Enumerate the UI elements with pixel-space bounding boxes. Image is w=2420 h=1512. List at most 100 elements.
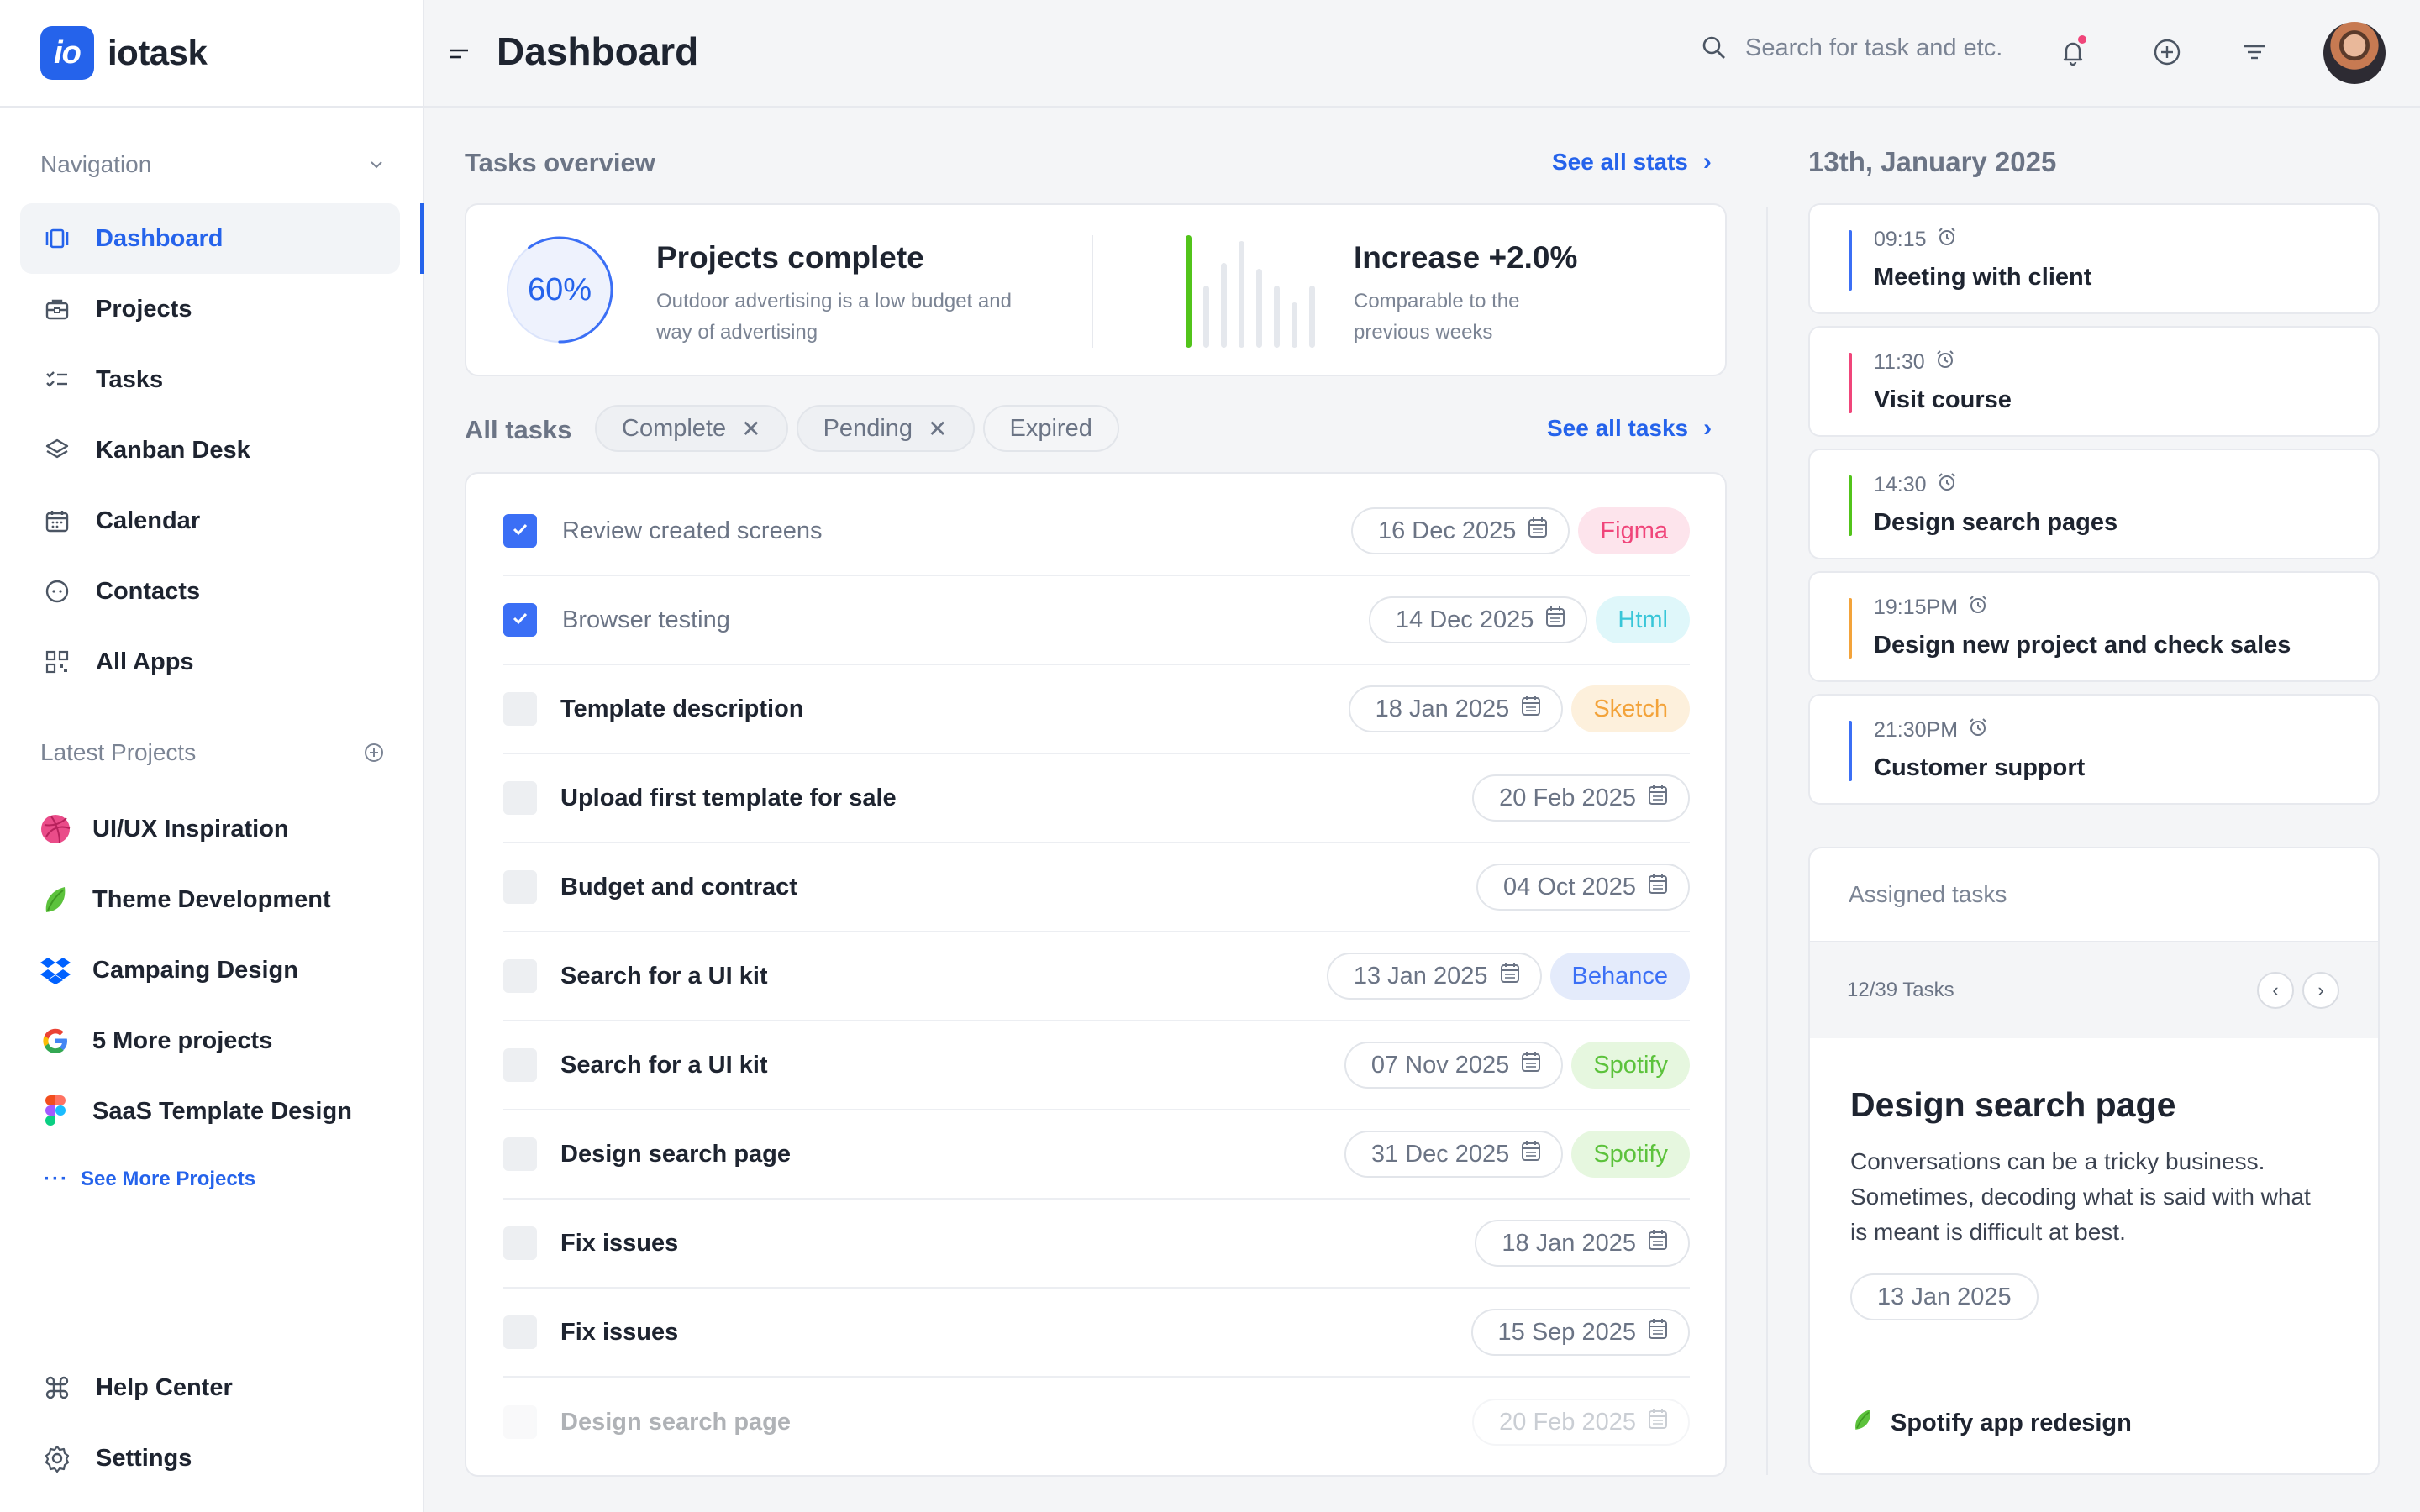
sidebar-item-settings[interactable]: Settings	[20, 1423, 400, 1494]
briefcase-icon	[40, 292, 74, 326]
schedule-event[interactable]: 11:30 Visit course	[1808, 326, 2380, 437]
navigation-header[interactable]: Navigation	[40, 151, 385, 178]
task-tag[interactable]: Spotify	[1571, 1131, 1690, 1178]
next-page-button[interactable]: ›	[2302, 972, 2339, 1009]
event-color-bar	[1849, 721, 1852, 781]
task-tag[interactable]: Spotify	[1571, 1042, 1690, 1089]
task-date[interactable]: 16 Dec 2025	[1350, 507, 1570, 554]
prev-page-button[interactable]: ‹	[2257, 972, 2294, 1009]
task-checkbox[interactable]	[503, 692, 537, 726]
task-row[interactable]: Search for a UI kit 07 Nov 2025 Spotify	[503, 1021, 1690, 1110]
task-checkbox[interactable]	[503, 1137, 537, 1171]
task-date[interactable]: 18 Jan 2025	[1348, 685, 1564, 732]
task-tag[interactable]: Html	[1596, 596, 1690, 643]
task-row[interactable]: Search for a UI kit 13 Jan 2025 Behance	[503, 932, 1690, 1021]
google-icon	[39, 1024, 72, 1058]
notifications-button[interactable]	[2054, 34, 2091, 71]
project-item-theme[interactable]: Theme Development	[20, 864, 400, 935]
task-row[interactable]: Budget and contract 04 Oct 2025	[503, 843, 1690, 932]
task-checkbox[interactable]	[503, 870, 537, 904]
leaf-icon	[1850, 1406, 1876, 1440]
task-row[interactable]: Fix issues 18 Jan 2025	[503, 1200, 1690, 1289]
alarm-icon	[1937, 227, 1957, 253]
sidebar-item-help-center[interactable]: Help Center	[20, 1352, 400, 1423]
task-date[interactable]: 15 Sep 2025	[1470, 1309, 1690, 1356]
task-tag[interactable]: Behance	[1549, 953, 1690, 1000]
sidebar-item-kanban[interactable]: Kanban Desk	[20, 415, 400, 486]
task-date[interactable]: 14 Dec 2025	[1368, 596, 1588, 643]
task-checkbox[interactable]	[503, 514, 537, 548]
sidebar-item-label: Dashboard	[96, 224, 224, 252]
event-color-bar	[1849, 475, 1852, 536]
sidebar-item-tasks[interactable]: Tasks	[20, 344, 400, 415]
task-date[interactable]: 31 Dec 2025	[1344, 1131, 1564, 1178]
search-input[interactable]	[1745, 34, 2031, 62]
sidebar-item-contacts[interactable]: Contacts	[20, 556, 400, 627]
close-icon[interactable]: ✕	[741, 415, 761, 442]
assigned-task-description: Conversations can be a tricky business. …	[1850, 1148, 2311, 1245]
task-row[interactable]: Design search page 31 Dec 2025 Spotify	[503, 1110, 1690, 1200]
sidebar-item-projects[interactable]: Projects	[20, 274, 400, 344]
column-divider	[1766, 207, 1768, 1475]
add-button[interactable]	[2149, 34, 2186, 71]
task-checkbox[interactable]	[503, 1405, 537, 1439]
menu-toggle-icon[interactable]	[446, 42, 471, 66]
task-checkbox[interactable]	[503, 1315, 537, 1349]
mini-bar	[1186, 235, 1192, 348]
task-name: Fix issues	[560, 1229, 679, 1257]
see-all-tasks-link[interactable]: See all tasks ›	[1547, 414, 1712, 443]
task-name: Upload first template for sale	[560, 784, 897, 811]
task-checkbox[interactable]	[503, 1048, 537, 1082]
schedule-event[interactable]: 21:30PM Customer support	[1808, 694, 2380, 805]
task-checkbox[interactable]	[503, 959, 537, 993]
task-row[interactable]: Review created screens 16 Dec 2025 Figma	[503, 487, 1690, 576]
filter-chip-pending[interactable]: Pending ✕	[796, 405, 975, 452]
task-date[interactable]: 20 Feb 2025	[1472, 774, 1690, 822]
task-date[interactable]: 20 Feb 2025	[1472, 1399, 1690, 1446]
task-row[interactable]: Upload first template for sale 20 Feb 202…	[503, 754, 1690, 843]
task-row[interactable]: Template description 18 Jan 2025 Sketch	[503, 665, 1690, 754]
avatar[interactable]	[2323, 22, 2386, 84]
brand[interactable]: io iotask	[0, 0, 423, 108]
task-date[interactable]: 04 Oct 2025	[1476, 864, 1690, 911]
project-item-campaing[interactable]: Campaing Design	[20, 935, 400, 1005]
sidebar-item-all-apps[interactable]: All Apps	[20, 627, 400, 697]
task-tag[interactable]: Sketch	[1571, 685, 1690, 732]
schedule-event[interactable]: 14:30 Design search pages	[1808, 449, 2380, 559]
task-checkbox[interactable]	[503, 781, 537, 815]
mini-bar	[1274, 286, 1280, 348]
sidebar-item-dashboard[interactable]: Dashboard	[20, 203, 400, 274]
filter-button[interactable]	[2236, 34, 2273, 71]
task-tag[interactable]: Figma	[1578, 507, 1690, 554]
projects-complete-title: Projects complete	[656, 240, 924, 275]
tasks-list-card: Review created screens 16 Dec 2025 Figma Br…	[465, 472, 1727, 1477]
add-project-icon[interactable]	[363, 742, 385, 764]
task-checkbox[interactable]	[503, 1226, 537, 1260]
event-time-label: 14:30	[1874, 473, 1927, 496]
schedule-event[interactable]: 19:15PM Design new project and check sale…	[1808, 571, 2380, 682]
task-row[interactable]: Design search page 20 Feb 2025	[503, 1378, 1690, 1467]
task-date[interactable]: 18 Jan 2025	[1475, 1220, 1690, 1267]
project-item-more[interactable]: 5 More projects	[20, 1005, 400, 1076]
see-all-stats-link[interactable]: See all stats ›	[1552, 148, 1712, 176]
see-more-projects-link[interactable]: ··· See More Projects	[44, 1168, 255, 1191]
project-item-saas[interactable]: SaaS Template Design	[20, 1076, 400, 1147]
task-name: Search for a UI kit	[560, 962, 768, 990]
assigned-task-project[interactable]: Spotify app redesign	[1850, 1406, 2132, 1440]
filter-chip-complete[interactable]: Complete ✕	[595, 405, 788, 452]
sidebar-item-calendar[interactable]: Calendar	[20, 486, 400, 556]
filter-chip-expired[interactable]: Expired	[982, 405, 1119, 452]
calendar-icon	[1528, 517, 1548, 545]
assigned-tasks-toolbar: 12/39 Tasks ‹ ›	[1810, 942, 2378, 1038]
task-row[interactable]: Browser testing 14 Dec 2025 Html	[503, 576, 1690, 665]
projects-complete-desc: Outdoor advertising is a low budget and …	[656, 290, 1012, 344]
task-checkbox[interactable]	[503, 603, 537, 637]
task-date[interactable]: 07 Nov 2025	[1344, 1042, 1564, 1089]
task-row[interactable]: Fix issues 15 Sep 2025	[503, 1289, 1690, 1378]
project-item-uiux[interactable]: UI/UX Inspiration	[20, 794, 400, 864]
calendar-icon	[1648, 1229, 1668, 1257]
dribbble-icon	[39, 812, 72, 846]
schedule-event[interactable]: 09:15 Meeting with client	[1808, 203, 2380, 314]
close-icon[interactable]: ✕	[928, 415, 948, 442]
task-date[interactable]: 13 Jan 2025	[1326, 953, 1542, 1000]
